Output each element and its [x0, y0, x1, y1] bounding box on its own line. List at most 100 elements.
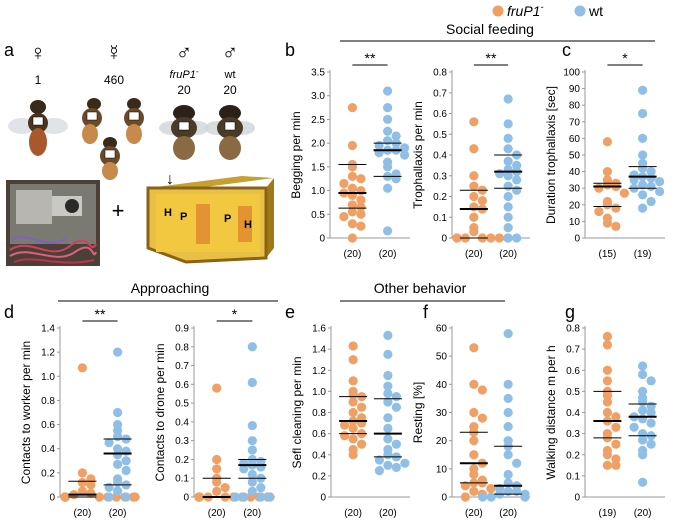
y-tick-label-f-1: 10: [436, 464, 448, 475]
chart-e: e 0 0.2 0.4 0.6 0.8 1.0 1.2 1.4 1.6 Sefl cleaning …: [285, 302, 410, 519]
point-b1-0-15: [356, 209, 366, 219]
point-c-0-1: [602, 167, 613, 177]
point-d1-1-16: [104, 482, 114, 492]
point-f-0-7: [469, 436, 479, 446]
point-d1-1-9: [113, 450, 123, 460]
point-g-1-18: [638, 450, 648, 460]
point-d2-0-6: [212, 486, 222, 496]
y-tick-label-d2-3: 0.3: [175, 436, 189, 447]
point-e-0-8: [348, 407, 358, 418]
point-e-1-18: [391, 462, 401, 473]
point-g-1-5: [638, 397, 648, 407]
point-e-1-13: [383, 450, 393, 460]
drone-wt-count: 20: [223, 83, 237, 97]
point-f-0-16: [486, 483, 496, 494]
point-g-1-0: [638, 361, 648, 371]
point-d1-1-10: [121, 456, 131, 466]
y-tick-label-g-0: 0: [574, 493, 580, 504]
frame-label-p1: P: [180, 211, 187, 223]
point-b2-0-0: [469, 117, 479, 127]
point-b2-0-1: [469, 144, 479, 154]
panel-a: a ♀ 1 ☿ 460 ♂ fruP1- 20 ♂ wt 20: [4, 40, 274, 266]
y-tick-label-b1-1: 0.5: [311, 210, 325, 221]
point-e-1-1: [383, 349, 393, 360]
point-e-1-0: [383, 330, 393, 340]
panel-letter-f: f: [423, 302, 429, 322]
point-d1-0-0: [77, 363, 87, 373]
point-g-0-13: [611, 439, 621, 449]
point-c-1-18: [638, 203, 648, 213]
legend-marker-fru: [492, 5, 504, 17]
category-label-c-1: (19): [634, 249, 652, 260]
point-b1-1-19: [383, 226, 393, 236]
y-axis-label-f: Resting [%]: [411, 382, 425, 443]
point-d1-1-17: [113, 486, 123, 496]
point-f-1-4: [503, 421, 513, 432]
y-tick-label-d1-0: 0: [49, 493, 55, 504]
point-f-0-4: [477, 413, 487, 423]
y-tick-label-g-6: 0.6: [566, 366, 580, 377]
point-b2-1-18: [503, 233, 513, 243]
point-g-1-15: [638, 435, 648, 445]
point-f-1-9: [503, 469, 513, 480]
point-e-1-5: [391, 392, 401, 402]
point-c-0-11: [594, 206, 604, 217]
point-b1-0-18: [356, 221, 366, 231]
point-e-1-11: [391, 439, 401, 449]
y-tick-label-f-4: 40: [436, 380, 448, 391]
y-axis-label-d1: Contacts to worker per min: [19, 341, 33, 484]
point-c-0-10: [611, 203, 621, 213]
point-b1-1-8: [400, 143, 410, 153]
point-b1-0-16: [339, 212, 349, 222]
worker-bee-image-1: [82, 98, 102, 144]
y-tick-label-d2-7: 0.7: [175, 361, 189, 372]
point-b1-1-18: [383, 183, 393, 193]
y-axis-label-c: Duration trophallaxis [sec]: [544, 86, 558, 224]
y-tick-label-g-3: 0.3: [566, 429, 580, 440]
y-tick-label-d2-1: 0.1: [175, 474, 189, 485]
header-other-text: Other behavior: [374, 280, 467, 296]
point-f-0-8: [469, 450, 479, 460]
legend-label-fru: fruP1-: [507, 2, 543, 19]
y-tick-label-d1-7: 1.4: [41, 324, 55, 335]
sig-label-d2: *: [232, 306, 238, 322]
y-tick-label-c-1: 10: [569, 217, 581, 228]
point-d1-0-3: [77, 477, 87, 488]
y-tick-label-b2-0: 0: [441, 234, 447, 245]
y-tick-label-f-6: 60: [436, 324, 448, 335]
y-tick-label-d2-0: 0: [183, 493, 189, 504]
chart-c: c 0 10 20 30 40 50 60 70 80 90 100 Duration trophall…: [544, 40, 665, 260]
header-social: Social feeding: [340, 21, 655, 42]
point-f-0-11: [469, 469, 479, 480]
point-b2-0-6: [477, 196, 487, 206]
point-d2-1-3: [247, 436, 257, 446]
point-c-1-12: [638, 180, 648, 190]
panel-letter-c: c: [562, 40, 571, 60]
y-tick-label-e-2: 0.4: [312, 450, 326, 461]
point-b1-0-4: [347, 171, 357, 181]
y-tick-label-b2-6: 0.6: [433, 109, 447, 120]
point-d2-1-15: [247, 486, 257, 496]
point-d1-1-18: [121, 492, 131, 502]
y-tick-label-d2-8: 0.8: [175, 342, 189, 353]
y-tick-label-c-0: 0: [574, 234, 580, 245]
point-d2-0-1: [212, 454, 222, 465]
y-tick-label-g-1: 0.1: [566, 471, 580, 482]
point-b1-0-12: [347, 200, 357, 210]
y-tick-label-b2-7: 0.7: [433, 88, 447, 99]
point-g-1-10: [638, 414, 648, 424]
point-f-0-17: [469, 486, 479, 496]
point-d2-0-2: [212, 464, 222, 474]
point-b2-1-12: [503, 181, 513, 191]
point-e-0-2: [348, 376, 358, 386]
category-label-f-1: (20): [499, 508, 517, 519]
panel-letter-b1: b: [285, 40, 295, 60]
point-d1-1-1: [113, 407, 123, 418]
point-b2-0-7: [469, 202, 479, 212]
point-b2-1-17: [503, 223, 513, 233]
y-axis-label-b2: Trophallaxis per min: [411, 101, 425, 209]
y-tick-label-g-2: 0.2: [566, 450, 580, 461]
point-b2-0-5: [469, 191, 479, 202]
y-tick-label-d1-5: 1.0: [41, 372, 55, 383]
point-c-1-16: [638, 190, 648, 200]
